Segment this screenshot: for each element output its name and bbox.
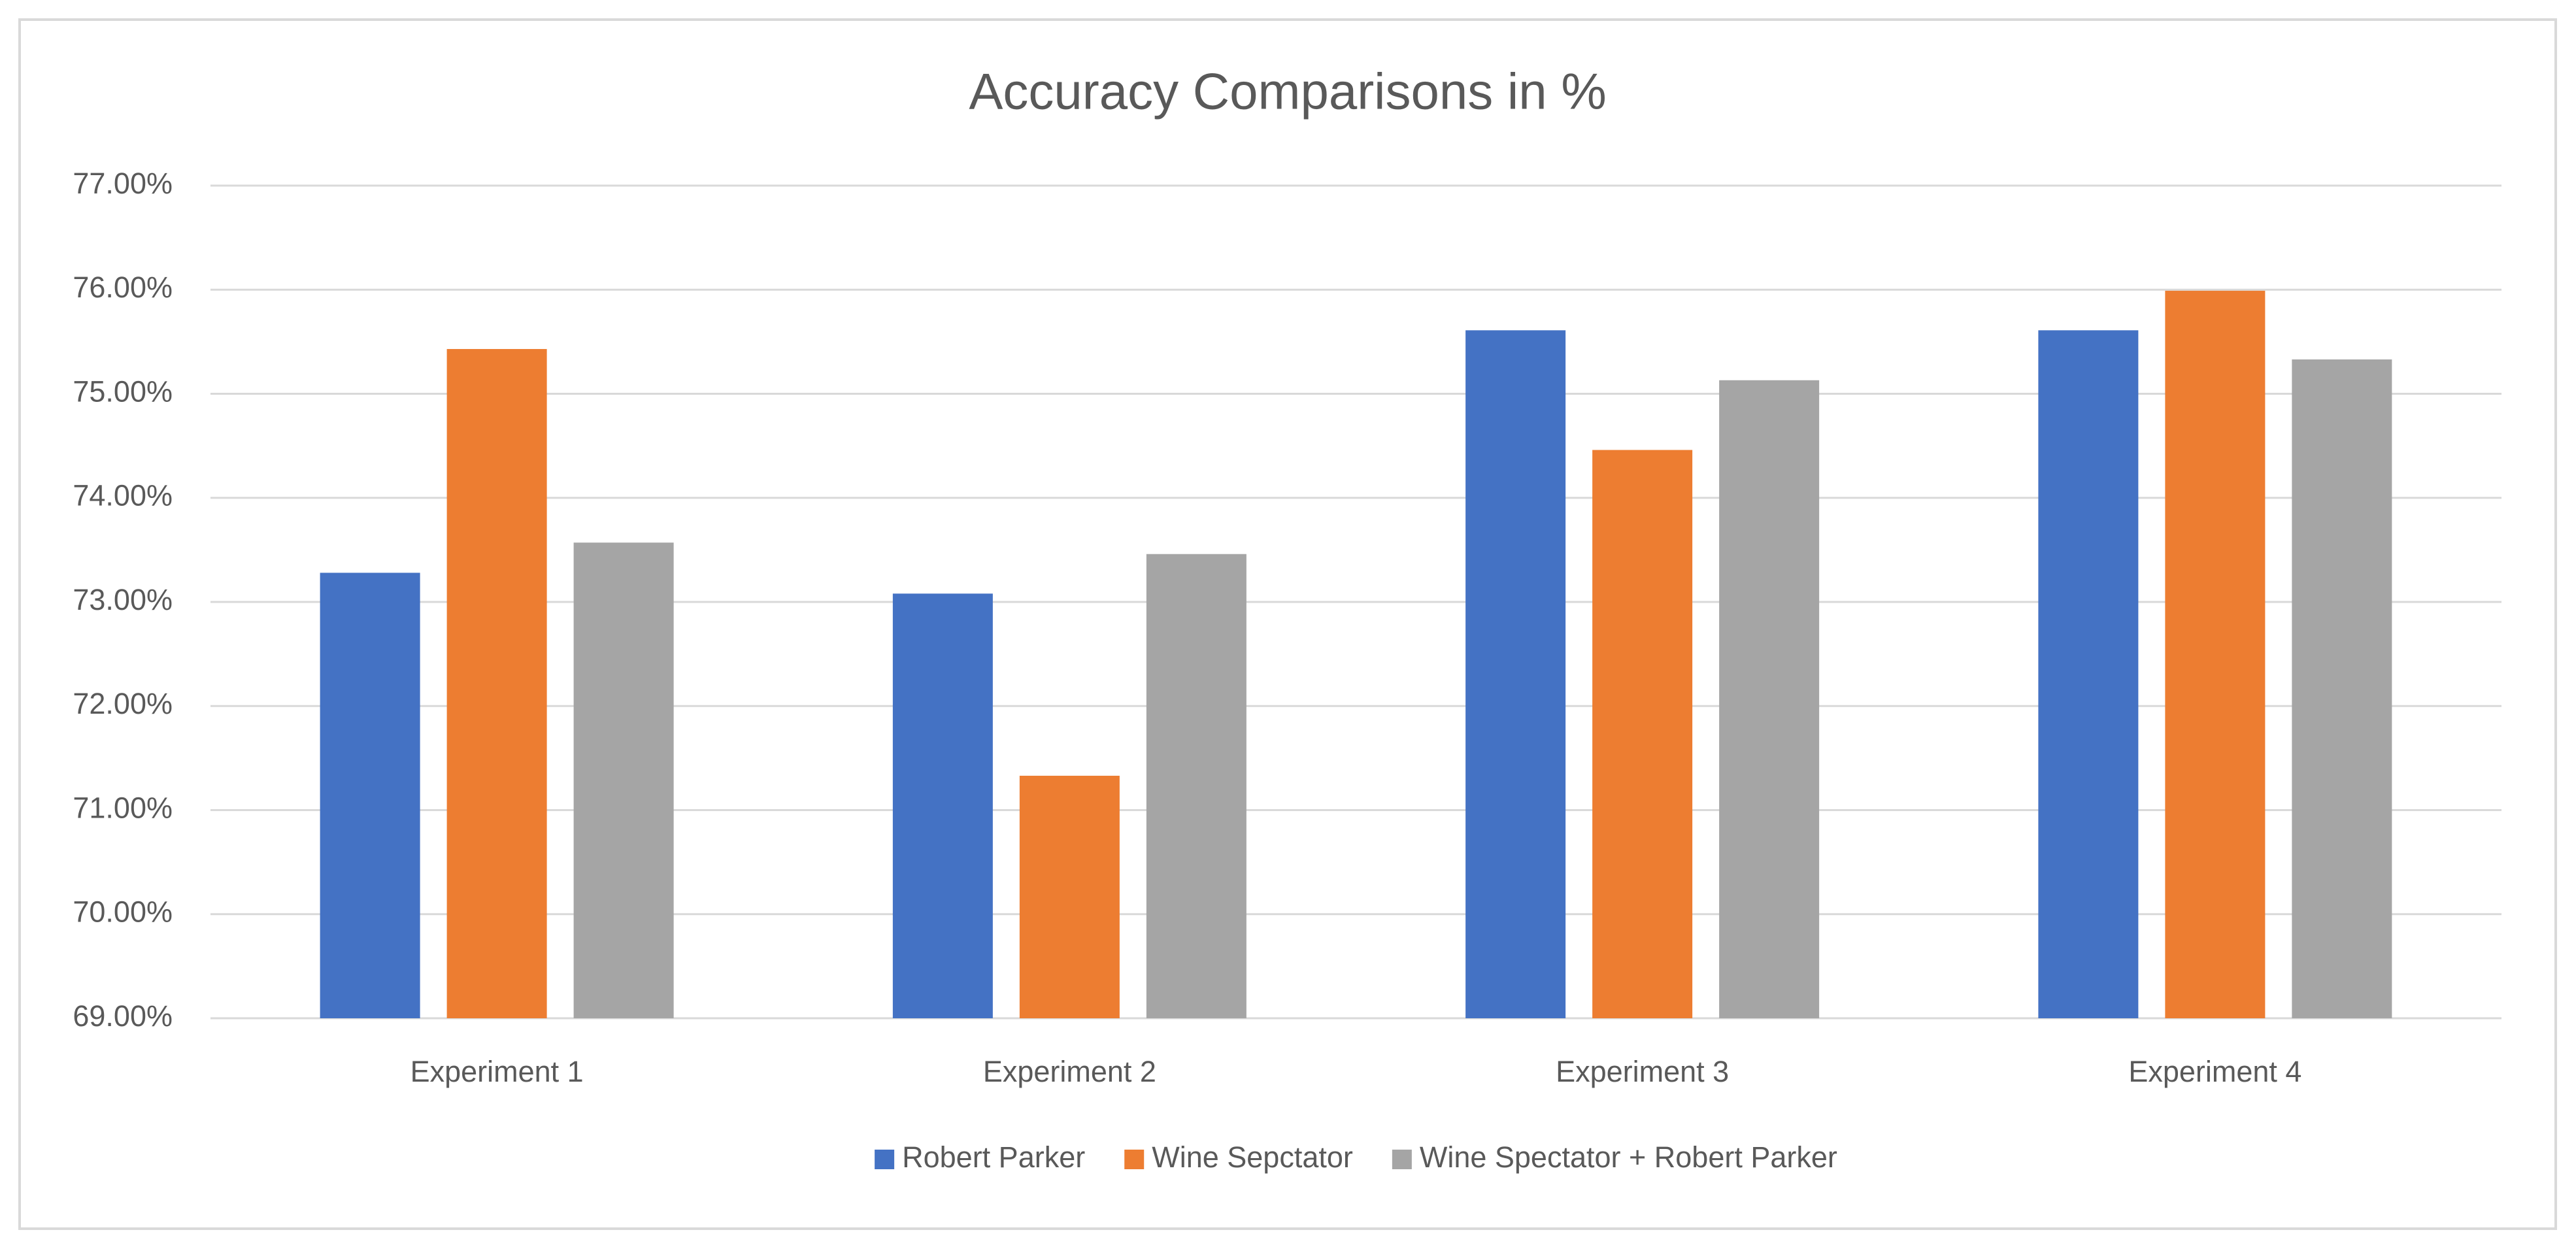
x-tick-label: Experiment 1 [410,1055,584,1088]
legend-swatch [1392,1150,1412,1169]
bar [1465,330,1566,1018]
y-tick-label: 76.00% [73,271,173,304]
bar [2038,330,2139,1018]
x-tick-label: Experiment 4 [2128,1055,2301,1088]
legend-label: Wine Sepctator [1152,1140,1353,1174]
bar [320,573,420,1018]
legend-label: Wine Spectator + Robert Parker [1420,1140,1837,1174]
bar [2292,359,2392,1018]
bar [1019,775,1120,1018]
x-tick-label: Experiment 2 [983,1055,1156,1088]
bar [1592,450,1693,1018]
bar [446,349,547,1018]
bar [573,542,674,1018]
bar [1719,380,1820,1018]
y-tick-label: 69.00% [73,999,173,1033]
chart-title: Accuracy Comparisons in % [969,63,1606,120]
bar [2165,290,2266,1018]
legend-swatch [875,1150,895,1169]
y-tick-label: 73.00% [73,583,173,616]
y-tick-label: 75.00% [73,374,173,408]
x-tick-label: Experiment 3 [1556,1055,1729,1088]
bar [892,593,993,1018]
legend-swatch [1124,1150,1145,1169]
y-tick-label: 77.00% [73,167,173,200]
y-tick-label: 70.00% [73,895,173,929]
legend-label: Robert Parker [902,1140,1085,1174]
y-tick-label: 72.00% [73,687,173,720]
y-tick-label: 74.00% [73,479,173,512]
bar [1146,554,1246,1018]
y-tick-label: 71.00% [73,791,173,824]
